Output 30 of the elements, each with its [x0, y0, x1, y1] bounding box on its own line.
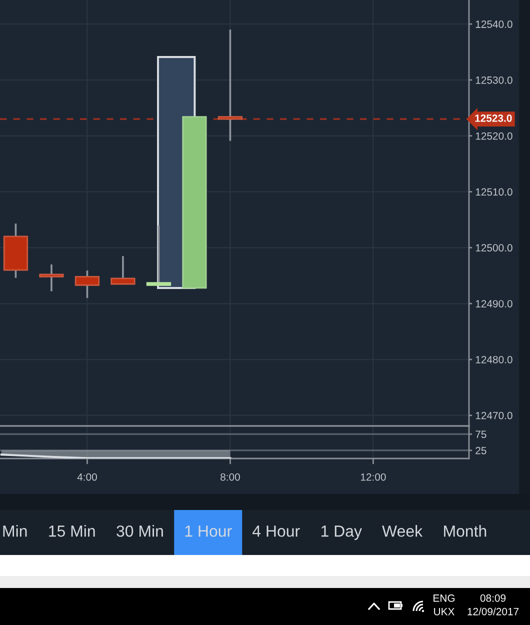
candlestick: [74, 270, 100, 299]
category-label: 30 Min: [116, 525, 163, 537]
text: ENG: [434, 594, 455, 602]
y-tick-label: 12470.0: [476, 412, 512, 420]
y-tick-label: 12540.0: [476, 20, 512, 28]
y-tick-label: 75: [476, 430, 486, 438]
category-label: Min: [3, 525, 27, 537]
category-label: 4 Hour: [252, 526, 300, 537]
x-tick-label: 4:00: [77, 473, 97, 481]
y-tick-label: 12520.0: [476, 132, 512, 140]
text: UKX: [434, 608, 454, 616]
category-label: 15 Min: [49, 525, 95, 537]
category-label: Month: [444, 525, 486, 537]
x-tick-label: 12:00: [360, 473, 386, 481]
x-tick-label: 8:00: [220, 473, 240, 481]
candlestick: [39, 264, 64, 292]
candlestick: [146, 224, 172, 286]
text: 08:09: [480, 594, 506, 602]
y-tick-label: 25: [476, 446, 486, 454]
candlestick: [110, 255, 136, 285]
y-tick-label: 12490.0: [476, 300, 512, 308]
y-tick-label: 12530.0: [476, 76, 512, 84]
text: 12/09/2017: [468, 608, 519, 616]
category-label: 1 Day: [321, 526, 362, 540]
y-tick-label: 12510.0: [476, 188, 512, 196]
category-label: Week: [382, 525, 423, 537]
ref-line-label: 12523.0: [475, 114, 512, 122]
y-tick-label: 12480.0: [476, 356, 512, 364]
category-label: 1 Hour: [185, 526, 232, 537]
y-tick-label: 12500.0: [476, 244, 512, 252]
